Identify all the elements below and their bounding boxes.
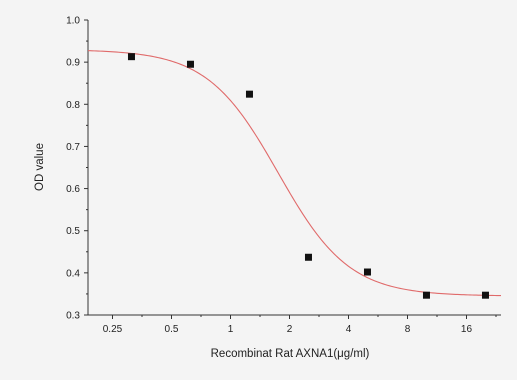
data-point [186,60,194,68]
y-tick-label: 0.7 [66,142,80,153]
data-point [245,90,253,98]
axes: 0.3 0.4 0.5 0.6 0.7 0.8 0.9 1.0 0.25 0.5 1 2 4 8 16 [66,16,501,335]
x-tick-label: 16 [461,324,473,335]
y-tick-label: 0.6 [66,184,80,195]
data-point [363,268,371,276]
data-points-layer [127,53,489,299]
x-tick-label: 2 [287,324,293,335]
x-axis-title: Recombinat Rat AXNA1(μg/ml) [211,348,370,360]
y-tick-label: 0.9 [66,58,80,69]
x-tick-label: 1 [228,324,234,335]
data-point [304,253,312,261]
x-tick-label: 4 [346,324,352,335]
y-tick-label: 1.0 [66,16,80,27]
data-point [127,53,135,61]
data-point [422,291,430,299]
x-tick-label: 0.5 [165,324,179,335]
fit-curve-layer [87,50,502,297]
y-tick-label: 0.5 [66,226,80,237]
y-tick-label: 0.3 [66,311,80,322]
x-tick-label: 8 [405,324,411,335]
y-axis-title: OD value [34,143,46,191]
y-tick-label: 0.4 [66,268,80,279]
data-point [481,291,489,299]
x-tick-label: 0.25 [103,324,123,335]
y-tick-label: 0.8 [66,100,80,111]
fit-curve [87,50,502,297]
